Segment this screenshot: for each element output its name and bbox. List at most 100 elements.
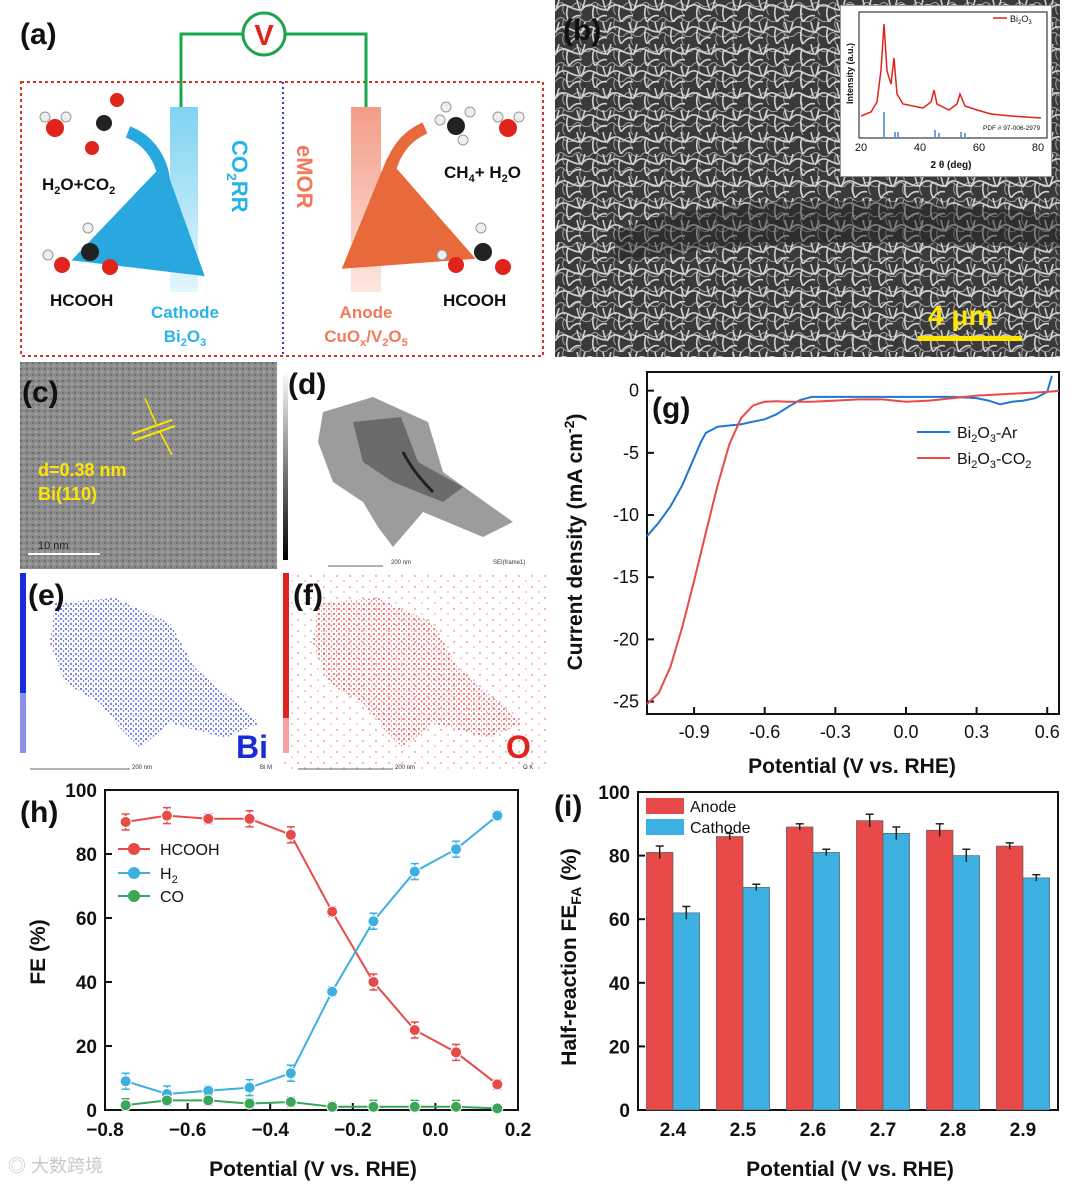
water-molecule-icon-right bbox=[492, 111, 525, 137]
y-tick-label: 60 bbox=[76, 909, 97, 930]
x-tick-label: 0.2 bbox=[505, 1120, 531, 1141]
legend: Bi2O3-Ar Bi2O3-CO2 bbox=[917, 425, 1031, 471]
bi-eds-map: Bi 200 nm Bi M (e) bbox=[20, 573, 277, 773]
bi-scale-label: 200 nm bbox=[132, 765, 153, 771]
bar-cathode bbox=[882, 833, 910, 1111]
series-line-H2 bbox=[125, 814, 499, 1096]
y-tick-label: 0 bbox=[629, 381, 639, 401]
panel-label-f: (f) bbox=[293, 579, 323, 612]
plot-frame bbox=[104, 789, 519, 1111]
data-point-HCOOH bbox=[243, 812, 256, 825]
x-tick-label: 2.6 bbox=[800, 1120, 826, 1141]
x-tick-label: 0.6 bbox=[1035, 722, 1060, 742]
data-point-HCOOH bbox=[367, 976, 380, 988]
legend-item-hcooh: HCOOH bbox=[160, 842, 220, 859]
inset-ylabel: Intensity (a.u.) bbox=[845, 43, 855, 104]
o-caption: O K bbox=[523, 765, 534, 771]
data-point-CO bbox=[491, 1102, 504, 1115]
crystal-plane-label: Bi(110) bbox=[38, 484, 98, 504]
x-tick-label: 0.0 bbox=[422, 1120, 448, 1141]
watermark: ◎ 大数跨境 bbox=[8, 1152, 103, 1178]
legend-swatch-anode bbox=[646, 798, 684, 814]
d-spacing-label: d=0.38 nm bbox=[38, 460, 127, 480]
panel-label-h: (h) bbox=[20, 796, 59, 829]
co2-molecule-icon bbox=[85, 93, 124, 155]
xrd-inset: Bi2O3 PDF # 97-006-2979 Intensity (a.u.)… bbox=[840, 5, 1052, 177]
panel-label-d: (d) bbox=[288, 368, 327, 401]
cathode-electrode bbox=[170, 107, 198, 292]
x-tick-label: 2.4 bbox=[660, 1120, 687, 1141]
scale-bar bbox=[918, 336, 1022, 341]
inset-legend: Bi2O3 bbox=[1010, 14, 1032, 26]
data-point-CO bbox=[160, 1094, 173, 1107]
panel-label-g: (g) bbox=[652, 392, 691, 425]
anode-reaction-label: eMOR bbox=[292, 145, 317, 209]
x-axis-label: Potential (V vs. RHE) bbox=[209, 1158, 417, 1181]
x-tick-label: 2.7 bbox=[870, 1120, 896, 1141]
circuit-wire-right bbox=[286, 32, 368, 107]
inset-xtick: 60 bbox=[973, 142, 985, 154]
bar-anode bbox=[786, 826, 814, 1111]
tem-particle bbox=[283, 370, 513, 567]
panel-a: V H2O+CO2 HCOOH CH4+ H2O HCOOH CO2RR bbox=[0, 0, 552, 362]
panel-label-e: (e) bbox=[28, 579, 65, 612]
legend-item-co2: Bi2O3-CO2 bbox=[957, 451, 1031, 471]
x-tick-label: −0.6 bbox=[169, 1120, 207, 1141]
hrtem-texture bbox=[20, 362, 277, 569]
voltmeter-label: V bbox=[254, 20, 274, 52]
data-point-HCOOH bbox=[450, 1046, 463, 1059]
right-product: HCOOH bbox=[443, 291, 506, 310]
x-tick-label: 2.5 bbox=[730, 1120, 757, 1141]
right-reactant: CH4+ H2O bbox=[444, 163, 521, 185]
methane-molecule-icon bbox=[434, 101, 476, 146]
data-point-CO bbox=[119, 1099, 132, 1112]
bar-anode bbox=[996, 845, 1024, 1111]
y-tick-label: 20 bbox=[76, 1037, 97, 1058]
bi-element-label: Bi bbox=[236, 729, 268, 765]
legend-item-cathode: Cathode bbox=[690, 820, 751, 837]
y-axis-label: Half-reaction FEFA (%) bbox=[558, 848, 584, 1065]
y-tick-label: 0 bbox=[86, 1101, 97, 1122]
y-tick-label: -10 bbox=[613, 505, 639, 525]
left-product: HCOOH bbox=[50, 291, 113, 310]
o-eds-map: O 200 nm O K (f) bbox=[283, 573, 548, 773]
data-point-CO bbox=[326, 1100, 339, 1113]
y-tick-label: 60 bbox=[609, 910, 630, 931]
bar-anode bbox=[646, 852, 674, 1111]
panel-label-b: (b) bbox=[563, 14, 602, 47]
inset-xtick: 20 bbox=[855, 142, 867, 154]
panel-label-c: (c) bbox=[22, 376, 59, 409]
data-point-CO bbox=[367, 1100, 380, 1113]
y-tick-label: 40 bbox=[76, 973, 97, 994]
anode-electrode bbox=[351, 107, 381, 292]
anode-label: Anode bbox=[340, 303, 393, 322]
series-line-HCOOH bbox=[125, 814, 499, 1086]
inset-xtick: 80 bbox=[1032, 142, 1044, 154]
cathode-label: Cathode bbox=[151, 303, 219, 322]
cathode-reaction-label: CO2RR bbox=[224, 140, 252, 213]
x-axis-label: Potential (V vs. RHE) bbox=[746, 1158, 954, 1181]
x-tick-label: 0.3 bbox=[964, 722, 989, 742]
y-tick-label: 80 bbox=[609, 847, 630, 868]
sem-image: 4 μm Bi2O3 PDF # 97-006-2979 Intensity (… bbox=[555, 0, 1060, 357]
data-point-H2 bbox=[284, 1067, 297, 1080]
y-tick-label: -5 bbox=[623, 443, 639, 463]
y-tick-label: 40 bbox=[609, 974, 630, 995]
voltmeter-icon bbox=[241, 11, 287, 57]
data-point-H2 bbox=[450, 843, 463, 856]
circuit-wire bbox=[179, 32, 242, 107]
o-map-plot bbox=[283, 573, 548, 773]
lsv-chart: -0.9 -0.6 -0.3 0.0 0.3 0.6 0 -5 -10 -15 -20 -25 Pot… bbox=[561, 371, 1060, 778]
data-point-HCOOH bbox=[119, 816, 132, 828]
x-tick-label: -0.6 bbox=[749, 722, 780, 742]
panel-label-i: (i) bbox=[554, 790, 583, 823]
formic-acid-molecule-icon bbox=[42, 222, 118, 275]
half-reaction-chart: 0 20 40 60 80 100 2.4 2.5 2.6 2.7 2.8 2.9 Potential… bbox=[558, 783, 1059, 1181]
x-tick-label: -0.9 bbox=[679, 722, 710, 742]
legend-swatch-cathode bbox=[646, 819, 684, 835]
inset-xtick: 40 bbox=[914, 142, 926, 154]
tem-scale-label: 200 nm bbox=[391, 560, 412, 566]
data-point-CO bbox=[450, 1100, 463, 1113]
data-point-CO bbox=[284, 1096, 297, 1108]
tem-caption: SEI(frame1) bbox=[493, 560, 526, 566]
